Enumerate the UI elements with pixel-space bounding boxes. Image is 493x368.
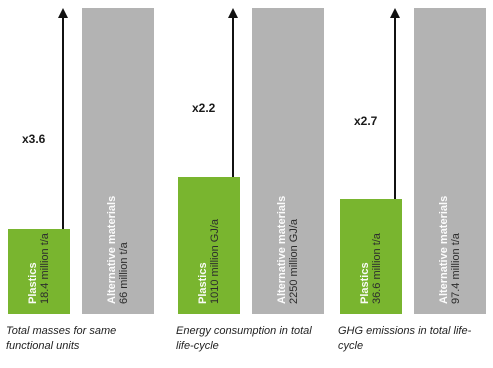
bar-value-label: 97.4 million t/a xyxy=(450,233,462,304)
bar-value-label: 66 million t/a xyxy=(118,242,130,304)
increase-arrow xyxy=(232,16,234,177)
plastics-bar: Plastics 1010 million GJ/a xyxy=(178,177,240,314)
alternative-materials-bar: Alternative materials 2250 million GJ/a xyxy=(252,8,324,314)
bar-material-label: Alternative materials xyxy=(438,195,450,304)
increase-arrow xyxy=(62,16,64,229)
bar-label: Alternative materials 66 million t/a xyxy=(106,196,130,304)
bar-value-label: 36.6 million t/a xyxy=(371,233,383,304)
arrow-head-icon xyxy=(390,8,400,18)
group-caption: GHG emissions in total life-cycle xyxy=(338,325,472,352)
bar-label: Alternative materials 2250 million GJ/a xyxy=(276,196,300,304)
bar-value-label: 2250 million GJ/a xyxy=(288,219,300,304)
bar-label: Plastics 36.6 million t/a xyxy=(359,233,383,304)
bar-value-label: 18.4 million t/a xyxy=(39,233,51,304)
arrow-head-icon xyxy=(58,8,68,18)
bar-label: Plastics 1010 million GJ/a xyxy=(197,219,221,304)
increase-arrow xyxy=(394,16,396,199)
bar-material-label: Plastics xyxy=(197,262,209,304)
plastics-bar: Plastics 36.6 million t/a xyxy=(340,199,402,314)
alternative-materials-bar: Alternative materials 97.4 million t/a xyxy=(414,8,486,314)
bar-material-label: Alternative materials xyxy=(276,195,288,304)
bar-label: Alternative materials 97.4 million t/a xyxy=(438,196,462,304)
increase-factor: x2.7 xyxy=(354,114,378,129)
increase-factor: x2.2 xyxy=(192,101,216,116)
bar-material-label: Plastics xyxy=(27,262,39,304)
alternative-materials-bar: Alternative materials 66 million t/a xyxy=(82,8,154,314)
arrow-head-icon xyxy=(228,8,238,18)
bar-material-label: Alternative materials xyxy=(106,195,118,304)
bar-label: Plastics 18.4 million t/a xyxy=(27,233,51,304)
group-caption: Total masses for same functional units xyxy=(6,325,117,352)
increase-factor: x3.6 xyxy=(22,131,46,146)
group-caption: Energy consumption in total life-cycle xyxy=(176,325,312,352)
plastics-bar: Plastics 18.4 million t/a xyxy=(8,229,70,314)
bar-value-label: 1010 million GJ/a xyxy=(209,219,221,304)
bar-material-label: Plastics xyxy=(359,262,371,304)
